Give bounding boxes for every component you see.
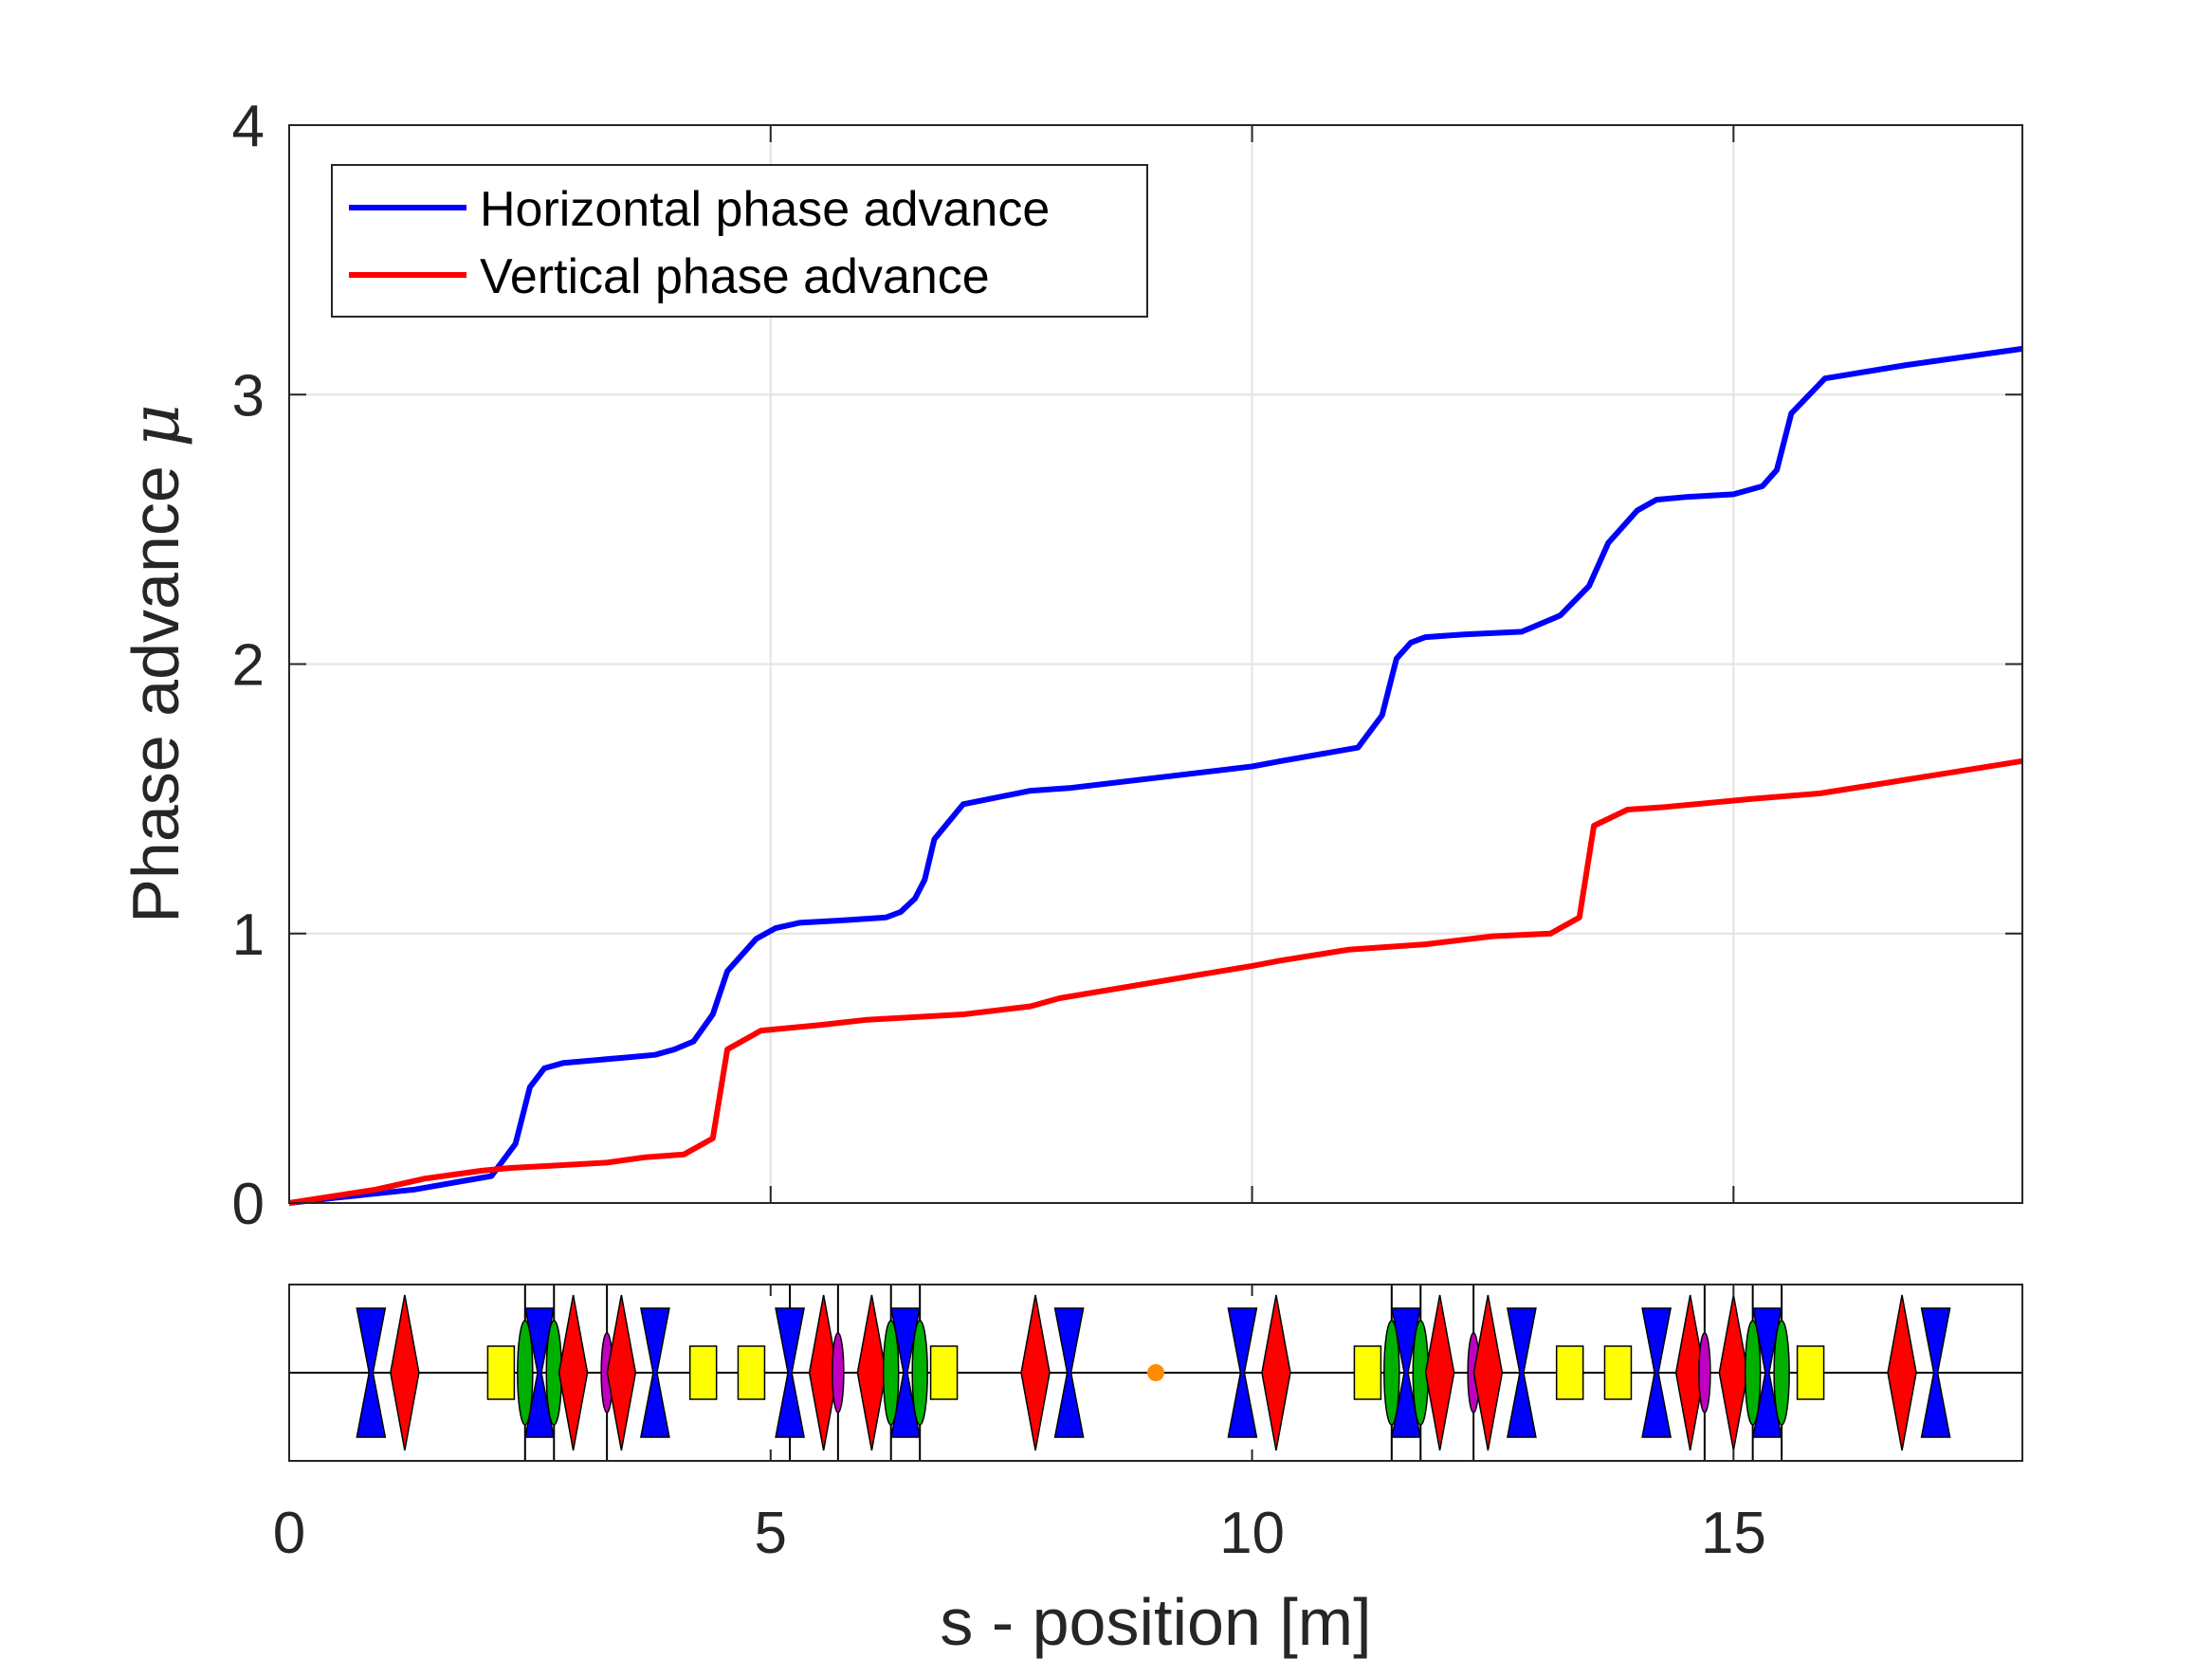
lattice-focusing-quadrupole — [1472, 1294, 1504, 1451]
lattice-defocusing-quadrupole — [1920, 1307, 1951, 1438]
x-tick-label: 5 — [755, 1501, 787, 1566]
lattice-focusing-quadrupole — [1261, 1294, 1291, 1451]
lattice-defocusing-quadrupole — [1507, 1307, 1537, 1438]
lattice-defocusing-quadrupole — [524, 1307, 555, 1438]
series-vertical-line — [288, 757, 2023, 1206]
lattice-focusing-quadrupole — [390, 1294, 420, 1451]
x-tick-label: 10 — [1219, 1501, 1285, 1566]
lattice-elements — [356, 1294, 1951, 1451]
lattice-dipole — [688, 1345, 718, 1400]
axis-tick-marks — [289, 124, 2022, 1204]
lattice-focusing-quadrupole — [1020, 1294, 1051, 1451]
lattice-octupole — [832, 1332, 845, 1413]
lattice-defocusing-quadrupole — [775, 1307, 805, 1438]
grid-lines — [289, 125, 2022, 1203]
lattice-defocusing-quadrupole — [890, 1307, 921, 1438]
lattice-strip — [288, 1284, 2023, 1462]
y-axis-label: Phase advance μ — [117, 404, 194, 923]
x-axis-label: s - position [m] — [940, 1585, 1371, 1659]
x-tick-labels: 0 5 10 15 — [273, 1501, 1766, 1566]
lattice-sextupole — [1383, 1320, 1400, 1426]
y-axis-label-text: Phase advance — [119, 465, 192, 923]
y-tick-label: 0 — [232, 1172, 265, 1237]
lattice-dipole — [737, 1345, 766, 1400]
lattice-focusing-quadrupole — [558, 1294, 589, 1451]
lattice-dipole — [1796, 1345, 1825, 1400]
lattice-defocusing-quadrupole — [1053, 1307, 1085, 1438]
lattice-sextupole — [911, 1320, 928, 1426]
lattice-focusing-quadrupole — [606, 1294, 637, 1451]
y-tick-labels: 0 1 2 3 4 — [232, 94, 265, 1237]
lattice-focusing-quadrupole — [1424, 1294, 1455, 1451]
x-tick-label: 0 — [273, 1501, 305, 1566]
y-tick-label: 2 — [232, 633, 265, 699]
y-tick-label: 4 — [232, 94, 265, 159]
lattice-sextupole — [1744, 1320, 1762, 1426]
lattice-dipole — [486, 1345, 516, 1400]
lattice-tick-marks — [769, 1285, 1735, 1461]
series-horizontal-line — [288, 345, 2023, 1206]
lattice-sextupole — [517, 1320, 534, 1426]
lattice-defocusing-quadrupole — [1227, 1307, 1258, 1438]
lattice-dipole — [929, 1345, 959, 1400]
lattice-defocusing-quadrupole — [356, 1307, 387, 1438]
y-axis-label-symbol: μ — [117, 404, 194, 447]
lattice-dipole — [1603, 1345, 1633, 1400]
y-tick-label: 1 — [232, 902, 265, 968]
legend-label-horizontal: Horizontal phase advance — [480, 182, 1050, 237]
data-series — [288, 345, 2023, 1206]
y-tick-label: 3 — [232, 363, 265, 428]
lattice-defocusing-quadrupole — [1641, 1307, 1672, 1438]
legend-label-vertical: Vertical phase advance — [480, 249, 990, 304]
legend-box — [331, 164, 1148, 318]
lattice-defocusing-quadrupole — [640, 1307, 670, 1438]
lattice-focusing-quadrupole — [1887, 1294, 1917, 1451]
lattice-frame — [288, 1284, 2023, 1462]
lattice-dipole — [1353, 1345, 1382, 1400]
lattice-sextupole — [882, 1320, 900, 1426]
lattice-octupole — [1698, 1332, 1711, 1413]
lattice-defocusing-quadrupole — [1391, 1307, 1421, 1438]
legend: Horizontal phase advance Vertical phase … — [331, 164, 1148, 318]
lattice-focusing-quadrupole — [856, 1294, 887, 1451]
lattice-defocusing-quadrupole — [1751, 1307, 1782, 1438]
x-tick-label: 15 — [1701, 1501, 1766, 1566]
main-plot: 0 1 2 3 4 Horizontal phase advance Vertical … — [117, 94, 2023, 1237]
lattice-marker — [1147, 1364, 1164, 1381]
lattice-dipole — [1555, 1345, 1584, 1400]
lattice-sextupole — [1773, 1320, 1790, 1426]
